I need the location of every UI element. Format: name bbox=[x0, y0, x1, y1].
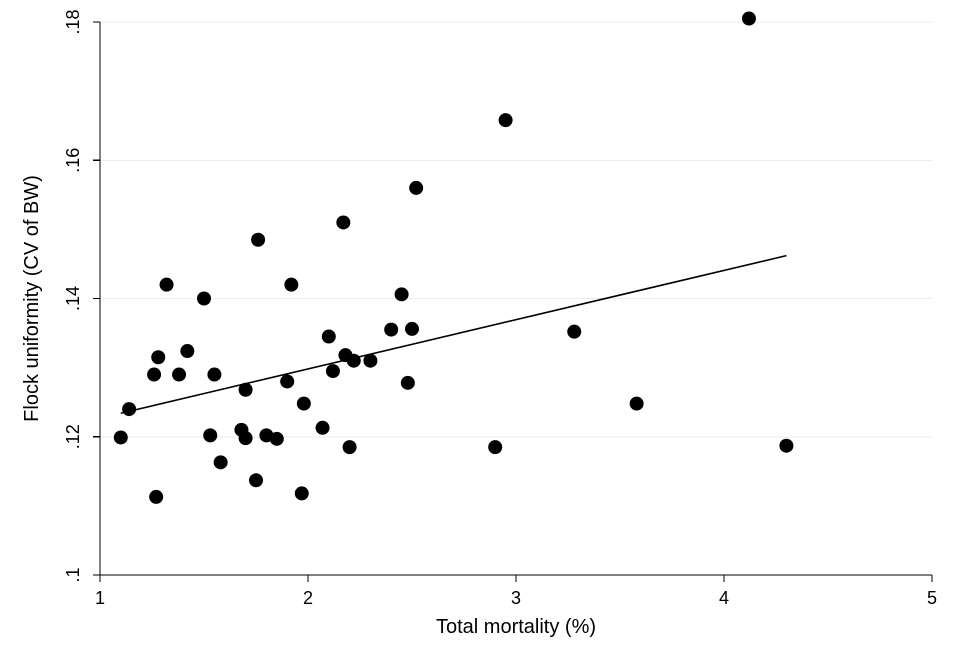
data-point bbox=[239, 431, 253, 445]
x-tick-label: 2 bbox=[303, 588, 313, 608]
y-tick-label: .18 bbox=[63, 9, 83, 34]
y-axis-title: Flock uniformity (CV of BW) bbox=[21, 175, 43, 422]
data-point bbox=[567, 325, 581, 339]
data-point bbox=[147, 368, 161, 382]
data-point bbox=[180, 344, 194, 358]
x-tick-label: 4 bbox=[719, 588, 729, 608]
y-tick-label: .1 bbox=[63, 567, 83, 582]
data-point bbox=[207, 368, 221, 382]
data-point bbox=[203, 428, 217, 442]
data-point bbox=[160, 278, 174, 292]
data-point bbox=[401, 376, 415, 390]
data-point bbox=[239, 383, 253, 397]
data-point bbox=[151, 350, 165, 364]
data-point bbox=[499, 113, 513, 127]
x-tick-label: 1 bbox=[95, 588, 105, 608]
data-point bbox=[488, 440, 502, 454]
data-point bbox=[405, 322, 419, 336]
data-point bbox=[270, 432, 284, 446]
chart-svg: 1 2 3 4 5 .1 .12 .14 .16 .18 Total mortality (%) Fl… bbox=[0, 0, 959, 669]
y-tick-label: .12 bbox=[63, 424, 83, 449]
chart-background bbox=[0, 0, 959, 669]
data-point bbox=[172, 368, 186, 382]
x-axis-title: Total mortality (%) bbox=[436, 616, 596, 638]
data-point bbox=[297, 397, 311, 411]
data-point bbox=[214, 455, 228, 469]
data-point bbox=[114, 430, 128, 444]
data-point bbox=[742, 12, 756, 26]
data-point bbox=[149, 490, 163, 504]
data-point bbox=[630, 397, 644, 411]
data-point bbox=[779, 439, 793, 453]
x-tick-label: 5 bbox=[927, 588, 937, 608]
scatter-chart: 1 2 3 4 5 .1 .12 .14 .16 .18 Total mortality (%) Fl… bbox=[0, 0, 959, 669]
data-point bbox=[251, 233, 265, 247]
data-point bbox=[347, 354, 361, 368]
data-point bbox=[384, 323, 398, 337]
data-point bbox=[284, 278, 298, 292]
data-point bbox=[316, 421, 330, 435]
data-point bbox=[343, 440, 357, 454]
data-point bbox=[249, 473, 263, 487]
x-tick-label: 3 bbox=[511, 588, 521, 608]
y-tick-label: .16 bbox=[63, 148, 83, 173]
data-point bbox=[295, 486, 309, 500]
data-point bbox=[363, 354, 377, 368]
data-point bbox=[280, 374, 294, 388]
data-point bbox=[409, 181, 423, 195]
data-point bbox=[336, 215, 350, 229]
data-point bbox=[326, 364, 340, 378]
data-point bbox=[197, 292, 211, 306]
data-point bbox=[322, 330, 336, 344]
data-point bbox=[122, 402, 136, 416]
data-point bbox=[395, 287, 409, 301]
y-tick-label: .14 bbox=[63, 286, 83, 311]
